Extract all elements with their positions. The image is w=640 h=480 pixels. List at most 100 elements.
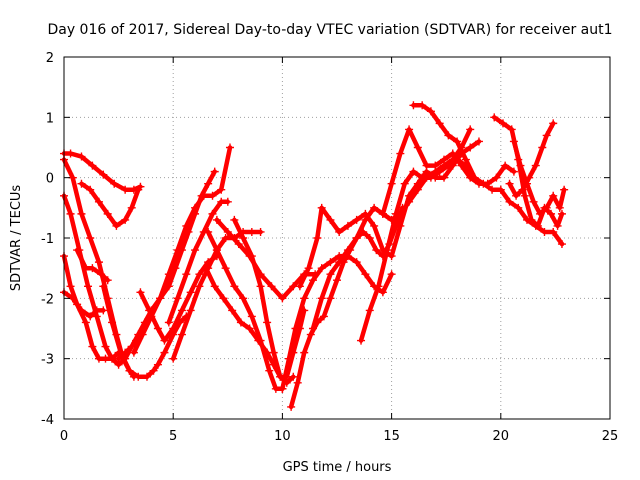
data-point xyxy=(256,227,265,236)
data-point xyxy=(195,270,204,279)
data-point xyxy=(352,258,361,267)
series-line xyxy=(166,199,231,325)
data-point xyxy=(391,209,400,218)
series-line xyxy=(61,157,137,380)
data-point xyxy=(66,149,75,158)
data-point xyxy=(195,282,204,291)
data-point xyxy=(121,215,130,224)
data-point xyxy=(498,119,507,128)
data-point xyxy=(527,215,536,224)
data-point xyxy=(201,264,210,273)
series-arc-14 xyxy=(201,264,298,387)
data-point xyxy=(418,101,427,110)
data-point xyxy=(413,185,422,194)
data-point xyxy=(505,179,514,188)
series-arc-16 xyxy=(212,215,320,303)
data-point xyxy=(73,246,82,255)
data-point xyxy=(557,209,566,218)
data-point xyxy=(125,366,134,375)
data-point xyxy=(426,173,435,182)
data-point xyxy=(418,173,427,182)
data-point xyxy=(461,155,470,164)
data-point xyxy=(365,234,374,242)
data-point xyxy=(505,197,514,206)
data-point xyxy=(466,143,475,152)
data-point xyxy=(247,227,256,236)
data-point xyxy=(164,318,173,327)
series-line xyxy=(380,127,517,217)
data-point xyxy=(396,149,405,158)
data-point xyxy=(68,294,77,303)
data-point xyxy=(520,191,529,200)
data-point xyxy=(199,191,208,200)
data-point xyxy=(326,258,335,267)
data-point xyxy=(164,270,173,279)
data-point xyxy=(86,312,95,321)
data-point xyxy=(555,203,564,212)
data-point xyxy=(103,276,112,285)
data-point xyxy=(204,227,213,236)
data-point xyxy=(221,234,230,242)
data-point xyxy=(514,203,523,212)
data-point xyxy=(247,312,256,321)
data-point xyxy=(529,197,538,206)
data-point xyxy=(300,294,309,303)
x-axis-label: GPS time / hours xyxy=(283,460,392,475)
data-point xyxy=(549,227,558,236)
data-point xyxy=(114,354,123,363)
data-point xyxy=(374,282,383,291)
data-point xyxy=(121,348,130,357)
data-point xyxy=(77,209,86,218)
data-point xyxy=(169,324,178,333)
data-point xyxy=(365,306,374,315)
data-point xyxy=(426,107,435,116)
data-point xyxy=(173,294,182,303)
data-point xyxy=(387,179,396,188)
data-point xyxy=(444,161,453,170)
data-point xyxy=(156,294,165,303)
data-point xyxy=(293,378,302,387)
data-point xyxy=(269,348,278,357)
data-point xyxy=(435,167,444,176)
series-arc-12 xyxy=(164,197,232,327)
data-point xyxy=(86,185,95,194)
data-point xyxy=(448,149,457,158)
data-point xyxy=(536,209,545,218)
data-point xyxy=(343,246,352,255)
series-line xyxy=(491,115,565,229)
data-point xyxy=(343,221,352,230)
data-point xyxy=(547,209,556,218)
data-point xyxy=(422,161,431,170)
data-point xyxy=(306,330,315,339)
x-tick-label: 20 xyxy=(493,429,510,444)
data-point xyxy=(110,179,119,188)
data-point xyxy=(153,324,162,333)
data-point xyxy=(542,131,551,140)
series-layer xyxy=(60,101,569,411)
data-point xyxy=(94,258,103,267)
data-point xyxy=(387,270,396,279)
data-point xyxy=(507,125,516,134)
series-line xyxy=(79,181,141,229)
data-point xyxy=(230,282,239,291)
data-point xyxy=(287,402,296,411)
data-point xyxy=(409,167,418,176)
x-tick-label: 10 xyxy=(274,429,291,444)
data-point xyxy=(208,191,217,200)
data-point xyxy=(335,258,344,267)
data-point xyxy=(204,179,213,188)
series-line xyxy=(288,205,405,410)
data-point xyxy=(538,143,547,152)
data-point xyxy=(142,372,151,381)
data-point xyxy=(191,246,200,255)
data-point xyxy=(317,264,326,273)
data-point xyxy=(77,179,86,188)
data-point xyxy=(225,143,234,152)
data-point xyxy=(317,294,326,303)
data-point xyxy=(101,342,110,351)
data-point xyxy=(265,366,274,375)
data-point xyxy=(221,264,230,273)
data-point xyxy=(212,246,221,255)
grid-layer xyxy=(64,57,610,419)
data-point xyxy=(136,288,145,297)
